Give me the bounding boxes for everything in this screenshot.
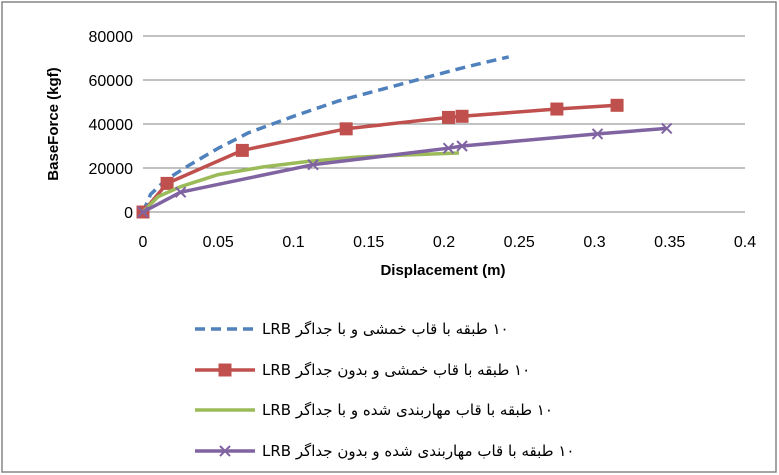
data-point-square <box>455 109 469 123</box>
data-point-x <box>456 140 468 152</box>
data-point-x <box>591 128 604 140</box>
legend-item: ۱۰ طبقه با قاب مهاربندی شده و با جداگر L… <box>195 401 553 419</box>
x-tick-label: 0.2 <box>433 234 455 251</box>
legend-label: ۱۰ طبقه با قاب خمشی و بدون جداگر LRB <box>262 361 530 379</box>
legend-label: ۱۰ طبقه با قاب مهاربندی شده و با جداگر L… <box>262 401 553 419</box>
data-point-square <box>339 122 353 136</box>
axes: 0 20000 40000 60000 80000 0 0.05 0.1 0.15 0.2 0.25… <box>89 29 757 251</box>
x-tick-label: 0.1 <box>282 234 304 251</box>
y-tick-label: 0 <box>124 205 133 222</box>
x-axis-title: Displacement (m) <box>380 262 505 279</box>
legend-label: ۱۰ طبقه با قاب مهاربندی شده و بدون جداگر… <box>262 442 574 460</box>
data-point-square <box>442 110 456 124</box>
data-point-x <box>219 445 231 457</box>
data-point-square <box>610 98 624 112</box>
x-tick-label: 0.15 <box>353 234 384 251</box>
y-tick-label: 40000 <box>89 117 134 134</box>
data-point-square <box>160 176 174 190</box>
y-tick-label: 80000 <box>89 29 134 46</box>
legend-item: ۱۰ طبقه با قاب مهاربندی شده و بدون جداگر… <box>195 442 574 460</box>
data-point-x <box>661 122 673 135</box>
data-point-square <box>218 363 232 377</box>
legend-item: ۱۰ طبقه با قاب خمشی و بدون جداگر LRB <box>195 361 530 379</box>
x-tick-label: 0.3 <box>583 234 605 251</box>
data-point-x <box>307 158 319 171</box>
y-axis-title: BaseForce (kgf) <box>45 67 62 180</box>
y-tick-label: 60000 <box>89 73 134 90</box>
x-tick-label: 0 <box>139 234 148 251</box>
legend-label: ۱۰ طبقه با قاب خمشی و با جداگر LRB <box>262 320 509 338</box>
data-point-x <box>137 206 149 218</box>
x-tick-label: 0.4 <box>734 234 756 251</box>
x-tick-label: 0.35 <box>654 234 685 251</box>
gridlines <box>143 35 745 169</box>
series-2 <box>136 98 624 219</box>
data-point-square <box>235 143 249 157</box>
legend: ۱۰ طبقه با قاب خمشی و با جداگر LRB ۱۰ طبق… <box>195 320 574 460</box>
series-4 <box>137 122 673 218</box>
x-tick-label: 0.25 <box>504 234 535 251</box>
y-tick-label: 20000 <box>89 161 134 178</box>
series-group <box>136 55 673 219</box>
data-point-x <box>442 142 455 154</box>
data-point-x <box>174 186 187 198</box>
x-tick-label: 0.05 <box>203 234 234 251</box>
legend-item: ۱۰ طبقه با قاب خمشی و با جداگر LRB <box>195 320 509 338</box>
series-line <box>141 103 618 214</box>
data-point-square <box>550 102 564 116</box>
